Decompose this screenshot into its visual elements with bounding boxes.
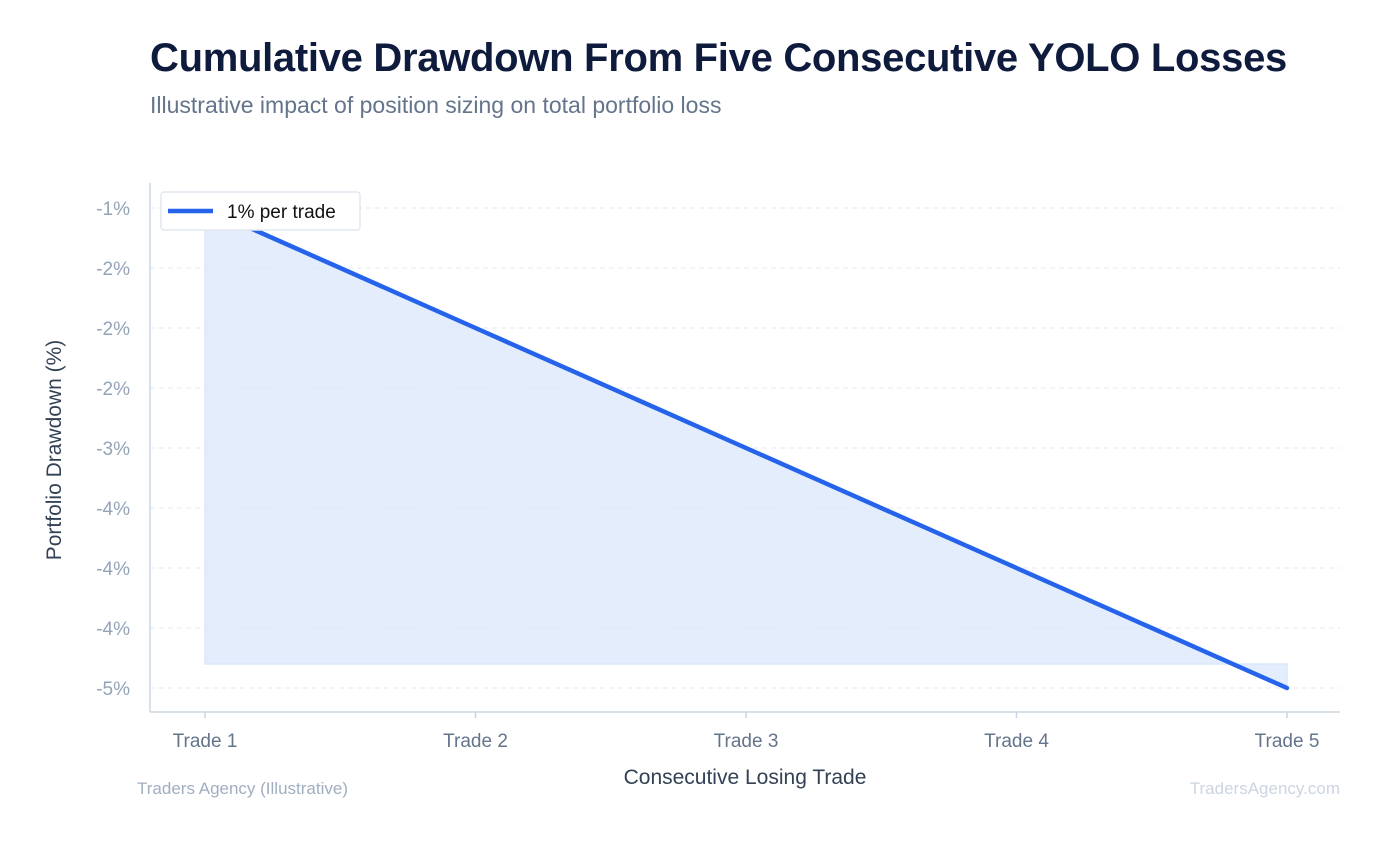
chart-title: Cumulative Drawdown From Five Consecutiv… [150, 36, 1287, 80]
y-axis-title: Portfolio Drawdown (%) [43, 340, 66, 561]
x-tick-label: Trade 2 [443, 731, 508, 752]
y-tick-label: -2% [96, 319, 130, 340]
axes [149, 183, 1340, 718]
source-note: Traders Agency (Illustrative) [137, 779, 348, 798]
y-tick-label: -4% [96, 499, 130, 520]
x-tick-label: Trade 5 [1255, 731, 1320, 752]
x-tick-labels: Trade 1 Trade 2 Trade 3 Trade 4 Trade 5 [173, 731, 1320, 752]
y-tick-labels: -1% -2% -2% -2% -3% -4% -4% -4% -5% [96, 199, 130, 700]
y-tick-label: -1% [96, 199, 130, 220]
legend: 1% per trade [160, 191, 361, 231]
chart-subtitle: Illustrative impact of position sizing o… [150, 92, 722, 118]
y-tick-label: -4% [96, 559, 130, 580]
y-tick-label: -4% [96, 619, 130, 640]
x-axis-title: Consecutive Losing Trade [624, 766, 867, 789]
y-tick-label: -2% [96, 379, 130, 400]
x-tick-label: Trade 4 [984, 731, 1049, 752]
y-tick-label: -5% [96, 679, 130, 700]
y-tick-label: -3% [96, 439, 130, 460]
y-tick-label: -2% [96, 259, 130, 280]
watermark: TradersAgency.com [1189, 779, 1340, 798]
x-tick-label: Trade 1 [173, 731, 238, 752]
legend-label: 1% per trade [227, 202, 336, 223]
x-tick-label: Trade 3 [714, 731, 779, 752]
legend-box [160, 191, 361, 231]
